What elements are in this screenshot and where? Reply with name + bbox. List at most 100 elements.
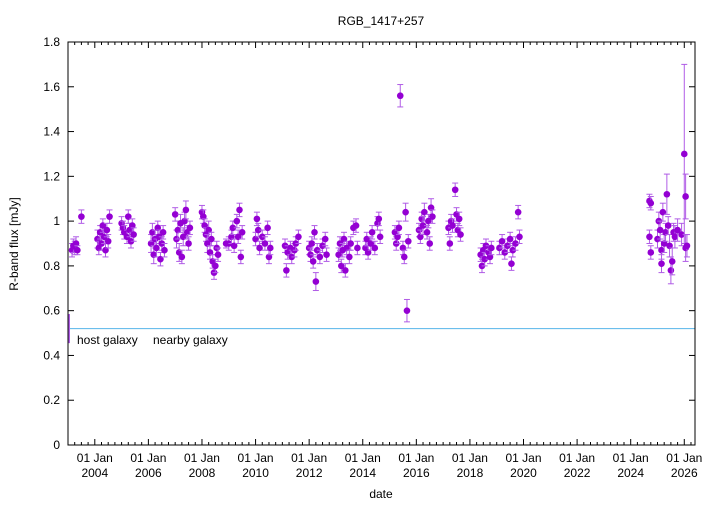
data-point xyxy=(185,236,192,251)
point-marker xyxy=(256,244,263,252)
point-marker xyxy=(396,92,404,100)
data-point xyxy=(186,220,194,236)
data-point xyxy=(323,247,330,262)
point-marker xyxy=(104,237,112,245)
point-marker xyxy=(182,206,190,214)
point-marker xyxy=(658,246,665,254)
data-point xyxy=(204,234,211,253)
data-point xyxy=(446,236,454,251)
data-point xyxy=(394,229,401,244)
data-point xyxy=(429,209,436,224)
point-marker xyxy=(514,208,522,216)
plot-frame xyxy=(67,41,696,446)
point-marker xyxy=(395,224,403,232)
data-point xyxy=(451,182,459,197)
point-marker xyxy=(261,240,269,247)
point-marker xyxy=(680,150,688,158)
point-marker xyxy=(72,240,80,247)
data-point xyxy=(506,231,514,247)
point-marker xyxy=(253,215,261,223)
annotation-nearby-galaxy: nearby galaxy xyxy=(153,333,228,347)
x-tick-label-year: 2018 xyxy=(457,466,484,480)
data-point xyxy=(354,240,361,256)
data-point xyxy=(233,213,241,229)
point-marker xyxy=(186,224,194,232)
point-marker xyxy=(254,226,262,234)
point-marker xyxy=(228,233,235,241)
point-marker xyxy=(214,251,222,258)
point-marker xyxy=(664,222,672,229)
x-tick-label-year: 2008 xyxy=(189,466,216,480)
data-point xyxy=(321,231,329,247)
point-marker xyxy=(666,242,673,250)
data-point xyxy=(647,245,655,260)
point-marker xyxy=(130,231,137,238)
point-marker xyxy=(179,233,187,241)
point-marker xyxy=(181,217,188,225)
point-marker xyxy=(364,249,372,256)
data-point xyxy=(238,225,246,240)
x-tick-label-date: 01 Jan xyxy=(77,451,113,465)
data-point xyxy=(102,243,109,258)
y-tick-label: 1.4 xyxy=(43,125,60,139)
data-point xyxy=(395,220,403,236)
point-marker xyxy=(352,222,360,229)
point-marker xyxy=(265,253,273,261)
point-marker xyxy=(149,229,156,236)
point-marker xyxy=(457,231,464,238)
point-marker xyxy=(335,251,342,258)
point-marker xyxy=(147,240,155,247)
point-marker xyxy=(659,208,667,216)
point-marker xyxy=(419,222,427,229)
point-marker xyxy=(283,267,290,274)
point-marker xyxy=(481,255,488,263)
point-marker xyxy=(129,222,136,229)
point-marker xyxy=(238,229,246,236)
point-marker xyxy=(508,260,515,267)
data-point xyxy=(229,220,237,236)
x-tick-label-date: 01 Jan xyxy=(345,451,381,465)
data-point xyxy=(237,249,245,265)
point-marker xyxy=(204,240,211,247)
point-marker xyxy=(208,235,215,243)
point-marker xyxy=(237,253,245,261)
annotation-host-galaxy: host galaxy xyxy=(77,333,138,347)
data-point xyxy=(664,216,672,236)
point-marker xyxy=(153,244,160,252)
point-marker xyxy=(178,253,186,261)
data-point xyxy=(368,225,376,240)
point-marker xyxy=(376,233,384,241)
y-tick-label: 0.6 xyxy=(43,304,60,318)
data-point xyxy=(396,84,404,108)
data-point xyxy=(340,231,348,247)
point-marker xyxy=(671,233,679,241)
point-marker xyxy=(78,213,85,220)
point-marker xyxy=(347,240,354,247)
point-marker xyxy=(205,226,212,234)
x-tick-label-date: 01 Jan xyxy=(238,451,274,465)
point-marker xyxy=(668,258,676,265)
data-point xyxy=(426,236,434,251)
point-marker xyxy=(394,233,401,241)
point-marker xyxy=(102,246,109,254)
point-marker xyxy=(667,267,675,274)
point-marker xyxy=(308,240,316,247)
data-point xyxy=(647,195,655,211)
x-axis-label: date xyxy=(369,487,393,501)
point-marker xyxy=(354,244,361,252)
x-tick-label-year: 2014 xyxy=(349,466,376,480)
point-marker xyxy=(402,208,409,216)
point-marker xyxy=(658,260,665,267)
data-point xyxy=(78,209,85,224)
point-marker xyxy=(154,224,162,232)
point-marker xyxy=(683,242,691,250)
x-tick-label-date: 01 Jan xyxy=(613,451,649,465)
point-marker xyxy=(106,213,113,220)
data-point xyxy=(683,234,691,258)
x-tick-label-year: 2024 xyxy=(617,466,644,480)
point-marker xyxy=(662,229,669,236)
point-marker xyxy=(200,213,207,220)
point-marker xyxy=(404,237,412,245)
point-marker xyxy=(185,240,192,247)
